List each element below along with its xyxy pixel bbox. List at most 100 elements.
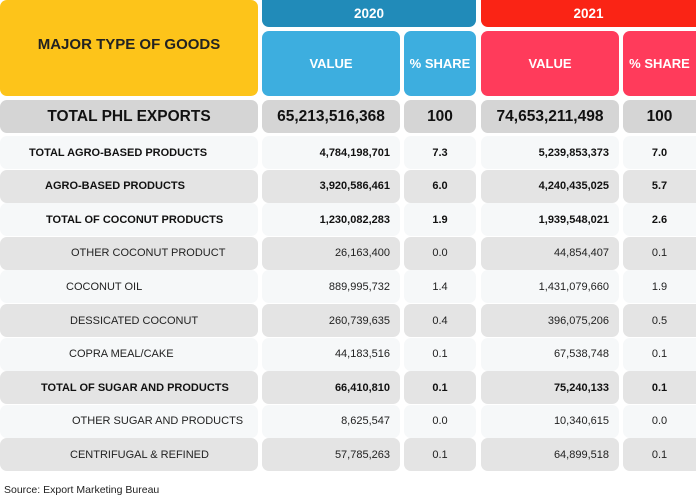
value-header-2021: VALUE	[481, 31, 619, 96]
row-share-2021: 0.1	[623, 438, 696, 472]
row-value-2020-text: 8,625,547	[341, 415, 390, 428]
row-label-text: DESSICATED COCONUT	[70, 314, 199, 327]
row-label-text: TOTAL OF SUGAR AND PRODUCTS	[41, 381, 229, 394]
row-label: COPRA MEAL/CAKE	[0, 337, 258, 371]
row-share-2020: 0.0	[404, 404, 476, 438]
row-label: TOTAL OF COCONUT PRODUCTS	[0, 203, 258, 237]
row-share-2020-text: 0.4	[432, 314, 448, 327]
row-value-2020-text: 26,163,400	[334, 247, 390, 260]
value-header-label: VALUE	[309, 56, 353, 71]
row-share-2020-text: 1.4	[432, 280, 448, 293]
row-label: OTHER COCONUT PRODUCT	[0, 236, 258, 270]
row-value-2021: 1,939,548,021	[481, 203, 619, 237]
row-label-text: CENTRIFUGAL & REFINED	[70, 448, 209, 461]
row-value-2020: 66,410,810	[262, 371, 400, 405]
row-label: AGRO-BASED PRODUCTS	[0, 169, 258, 203]
row-share-2020: 0.1	[404, 438, 476, 472]
row-share-2020: 6.0	[404, 169, 476, 203]
total-value: 65,213,516,368	[277, 107, 385, 125]
row-share-2021: 1.9	[623, 270, 696, 304]
total-value: 74,653,211,498	[496, 107, 604, 125]
row-value-2021: 396,075,206	[481, 304, 619, 337]
row-value-2020: 44,183,516	[262, 337, 400, 371]
year-label-2021: 2021	[573, 6, 604, 21]
total-share-2020: 100	[404, 100, 476, 133]
row-value-2021-text: 1,939,548,021	[538, 213, 609, 226]
row-value-2020: 889,995,732	[262, 270, 400, 304]
row-share-2021-text: 0.1	[651, 247, 668, 260]
row-share-2020-text: 0.1	[432, 348, 448, 361]
row-value-2020: 57,785,263	[262, 438, 400, 472]
row-value-2020-text: 260,739,635	[328, 314, 390, 327]
total-label-cell: TOTAL PHL EXPORTS	[0, 100, 258, 133]
row-label: CENTRIFUGAL & REFINED	[0, 438, 258, 472]
share-header-2020: % SHARE	[404, 31, 476, 96]
row-value-2020-text: 4,784,198,701	[319, 146, 390, 159]
row-value-2020: 260,739,635	[262, 304, 400, 337]
row-share-2021-text: 1.9	[651, 280, 668, 293]
row-value-2021: 64,899,518	[481, 438, 619, 472]
row-value-2021-text: 64,899,518	[553, 448, 609, 461]
row-share-2021: 7.0	[623, 136, 696, 169]
row-value-2021-text: 4,240,435,025	[538, 180, 609, 193]
row-value-2020: 4,784,198,701	[262, 136, 400, 169]
row-share-2021-text: 5.7	[651, 180, 668, 193]
row-label-text: TOTAL OF COCONUT PRODUCTS	[46, 213, 224, 226]
row-share-2020-text: 0.1	[432, 381, 448, 394]
row-share-2021-text: 0.1	[651, 348, 668, 361]
row-value-2021: 1,431,079,660	[481, 270, 619, 304]
row-share-2021: 0.1	[623, 236, 696, 270]
major-type-label: MAJOR TYPE OF GOODS	[37, 35, 221, 53]
row-share-2020-text: 0.1	[432, 448, 448, 461]
total-label: TOTAL PHL EXPORTS	[47, 107, 211, 125]
row-share-2021-text: 2.6	[651, 213, 668, 226]
row-share-2020-text: 7.3	[432, 146, 448, 159]
row-share-2021-text: 0.1	[651, 381, 668, 394]
row-share-2020-text: 6.0	[432, 180, 448, 193]
row-share-2020-text: 0.0	[432, 247, 448, 260]
row-value-2020-text: 1,230,082,283	[319, 213, 390, 226]
row-share-2020: 1.4	[404, 270, 476, 304]
row-value-2020: 26,163,400	[262, 236, 400, 270]
row-label: OTHER SUGAR AND PRODUCTS	[0, 404, 258, 438]
row-value-2020-text: 889,995,732	[328, 280, 390, 293]
row-value-2020: 8,625,547	[262, 404, 400, 438]
row-label: COCONUT OIL	[0, 270, 258, 304]
row-label-text: TOTAL AGRO-BASED PRODUCTS	[29, 146, 208, 159]
row-value-2020-text: 44,183,516	[334, 348, 390, 361]
total-value-2021: 74,653,211,498	[481, 100, 619, 133]
row-share-2020: 1.9	[404, 203, 476, 237]
total-value-2020: 65,213,516,368	[262, 100, 400, 133]
row-value-2021-text: 1,431,079,660	[538, 280, 609, 293]
row-value-2021-text: 44,854,407	[553, 247, 609, 260]
value-header-2020: VALUE	[262, 31, 400, 96]
row-value-2020-text: 3,920,586,461	[319, 180, 390, 193]
total-share-2021: 100	[623, 100, 696, 133]
row-share-2020: 0.1	[404, 371, 476, 405]
row-share-2020: 0.4	[404, 304, 476, 337]
row-value-2020-text: 57,785,263	[334, 448, 390, 461]
row-share-2020-text: 1.9	[432, 213, 448, 226]
row-value-2021-text: 10,340,615	[553, 415, 609, 428]
row-value-2020: 1,230,082,283	[262, 203, 400, 237]
row-value-2021: 5,239,853,373	[481, 136, 619, 169]
source-note: Source: Export Marketing Bureau	[4, 484, 160, 496]
row-label: TOTAL OF SUGAR AND PRODUCTS	[0, 371, 258, 405]
major-type-header: MAJOR TYPE OF GOODS	[0, 0, 258, 96]
row-value-2021: 44,854,407	[481, 236, 619, 270]
row-share-2020-text: 0.0	[432, 415, 448, 428]
row-share-2021-text: 0.0	[651, 415, 668, 428]
row-share-2021: 5.7	[623, 169, 696, 203]
row-label-text: OTHER COCONUT PRODUCT	[71, 247, 226, 260]
share-header-label: % SHARE	[409, 56, 471, 71]
row-share-2021: 0.0	[623, 404, 696, 438]
row-share-2021: 0.1	[623, 337, 696, 371]
row-value-2021: 75,240,133	[481, 371, 619, 405]
row-label: TOTAL AGRO-BASED PRODUCTS	[0, 136, 258, 169]
year-header-2021: 2021	[481, 0, 696, 27]
total-share: 100	[646, 107, 673, 125]
share-header-label: % SHARE	[629, 56, 690, 71]
row-value-2020-text: 66,410,810	[334, 381, 390, 394]
value-header-label: VALUE	[528, 56, 572, 71]
row-share-2020: 0.0	[404, 236, 476, 270]
